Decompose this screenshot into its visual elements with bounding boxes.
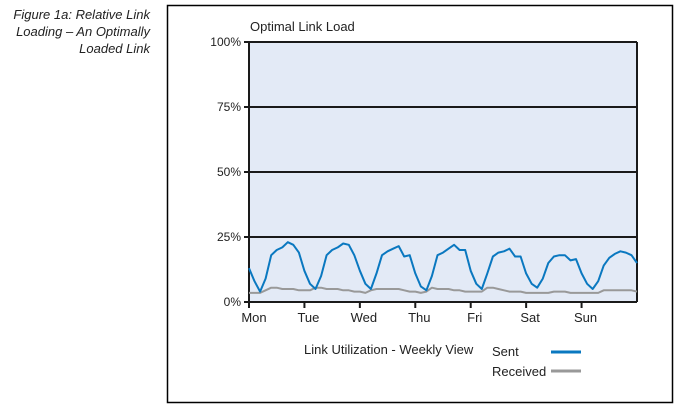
x-tick-label: Sat — [520, 310, 540, 325]
x-tick-label: Wed — [351, 310, 378, 325]
x-tick-label: Thu — [408, 310, 430, 325]
legend-label-sent: Sent — [492, 344, 519, 359]
x-tick-label: Mon — [241, 310, 266, 325]
y-tick-label: 0% — [224, 295, 242, 309]
x-tick-label: Fri — [467, 310, 482, 325]
caption-line: Figure 1a: Relative Link — [13, 7, 150, 22]
chart-title: Optimal Link Load — [250, 19, 355, 34]
series-line-sent — [248, 241, 638, 293]
x-axis-label: Link Utilization - Weekly View — [304, 342, 474, 357]
y-tick-label: 25% — [217, 230, 241, 244]
x-tick-label: Tue — [297, 310, 319, 325]
figure-caption: Figure 1a: Relative Link Loading – An Op… — [0, 6, 150, 57]
x-tick-label: Sun — [574, 310, 597, 325]
y-tick-label: 75% — [217, 100, 241, 114]
caption-line: Loading – An Optimally — [16, 24, 150, 39]
chart-frame — [166, 4, 674, 404]
legend-label-received: Received — [492, 364, 546, 379]
y-tick-label: 50% — [217, 165, 241, 179]
y-tick-label: 100% — [210, 35, 241, 49]
caption-line: Loaded Link — [79, 41, 150, 56]
